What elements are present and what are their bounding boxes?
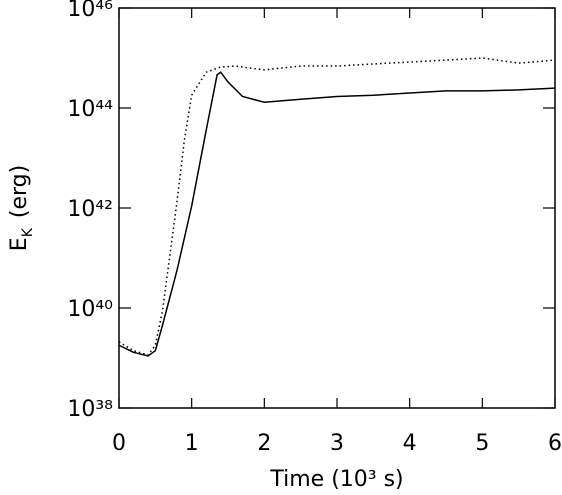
y-tick-label: 10⁴⁰ xyxy=(67,297,113,322)
x-tick-label: 1 xyxy=(185,431,199,456)
y-label-unit: (erg) xyxy=(7,165,32,218)
series-line xyxy=(118,71,556,357)
x-tick-label: 2 xyxy=(257,431,271,456)
y-tick-label: 10⁴² xyxy=(67,197,113,222)
x-axis-label: Time (10³ s) xyxy=(269,467,403,492)
y-axis-label: EK (erg) xyxy=(7,165,36,251)
y-tick-label: 10⁴⁴ xyxy=(67,97,113,122)
y-tick-label: 10³⁸ xyxy=(67,397,113,422)
y-label-sub: K xyxy=(20,227,36,237)
x-tick-label: 4 xyxy=(403,431,417,456)
x-tick-label: 3 xyxy=(330,431,344,456)
plot-frame xyxy=(118,7,556,409)
x-tick-label: 6 xyxy=(548,431,562,456)
series-line xyxy=(118,57,556,356)
y-label-main: E xyxy=(7,237,32,251)
x-tick-label: 0 xyxy=(112,431,126,456)
y-tick-label: 10⁴⁶ xyxy=(67,0,113,22)
x-tick-label: 5 xyxy=(475,431,489,456)
